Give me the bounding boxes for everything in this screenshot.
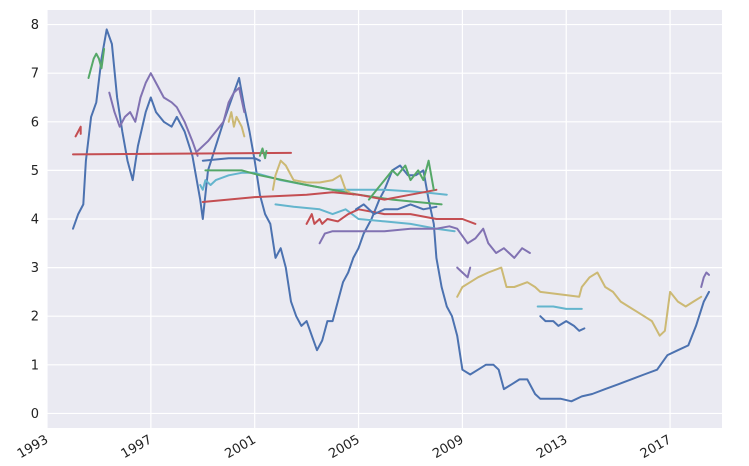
x-tick-label: 1997 (119, 432, 155, 462)
y-axis-ticks: 0 1 2 3 4 5 6 7 8 (31, 18, 39, 422)
x-tick-label: 1993 (15, 432, 51, 462)
series-line-11 (271, 159, 355, 196)
y-tick-label: 1 (31, 358, 39, 373)
x-tick-label: 2017 (638, 432, 674, 462)
series-line-12 (201, 188, 438, 203)
series-line-0 (72, 28, 710, 403)
y-tick-label: 0 (31, 407, 39, 422)
y-tick-label: 5 (31, 164, 39, 179)
y-tick-label: 6 (31, 115, 39, 130)
series-line-20 (539, 315, 586, 332)
series-line-3 (74, 125, 82, 138)
series-layer (72, 28, 710, 403)
y-tick-label: 2 (31, 310, 39, 325)
series-line-6 (227, 111, 246, 138)
y-tick-label: 3 (31, 261, 39, 276)
x-tick-label: 2001 (223, 432, 259, 462)
x-tick-label: 2005 (326, 432, 362, 462)
x-axis-ticks: 1993 1997 2001 2005 2009 2013 2017 (15, 432, 674, 462)
series-line-2 (108, 72, 199, 157)
series-line-19 (456, 266, 703, 337)
series-line-21 (536, 305, 583, 310)
x-tick-label: 2009 (430, 432, 466, 462)
y-tick-label: 7 (31, 67, 39, 82)
series-line-17 (318, 225, 531, 259)
series-line-13 (274, 203, 456, 233)
series-line-22 (700, 271, 710, 288)
series-line-8 (201, 157, 261, 162)
series-line-10 (258, 147, 268, 160)
series-line-15 (354, 203, 438, 216)
y-tick-label: 4 (31, 213, 39, 228)
series-line-9 (204, 169, 443, 206)
series-line-1 (87, 47, 106, 79)
series-line-5 (196, 86, 246, 152)
series-line-4 (72, 151, 292, 156)
series-line-16 (367, 159, 435, 201)
y-tick-label: 8 (31, 18, 39, 33)
series-line-18 (456, 266, 472, 279)
series-line-14 (305, 208, 477, 225)
gridlines (46, 10, 722, 428)
x-tick-label: 2013 (534, 432, 570, 462)
